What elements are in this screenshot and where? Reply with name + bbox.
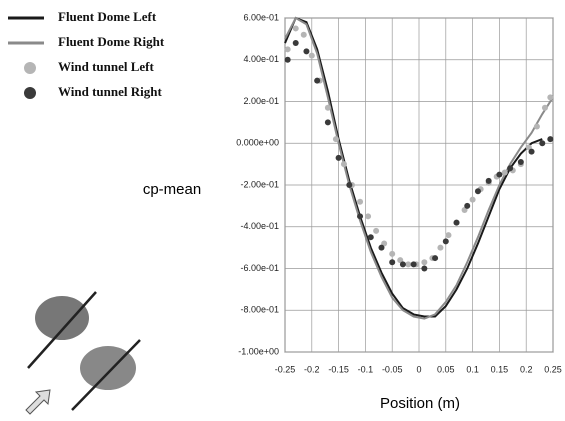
x-tick-label: 0.05	[437, 364, 455, 374]
point	[346, 182, 353, 188]
point	[547, 136, 554, 143]
legend-dot	[24, 62, 36, 74]
point	[453, 219, 460, 226]
x-tick-label: -0.05	[382, 364, 403, 374]
point	[303, 48, 310, 55]
point	[501, 169, 508, 176]
point	[292, 40, 299, 47]
x-tick-label: -0.2	[304, 364, 320, 374]
point	[485, 177, 492, 184]
legend-label: Fluent Dome Left	[58, 9, 157, 24]
y-tick-label: -6.00e-01	[240, 263, 279, 273]
x-tick-label: -0.1	[358, 364, 374, 374]
point	[405, 261, 412, 268]
point	[437, 244, 444, 251]
point	[533, 123, 540, 130]
point	[357, 213, 364, 220]
point	[496, 171, 503, 178]
x-tick-label: -0.15	[328, 364, 349, 374]
point	[517, 159, 524, 166]
x-axis-label: Position (m)	[380, 395, 460, 412]
y-tick-label: -2.00e-01	[240, 179, 279, 189]
x-tick-label: -0.25	[275, 364, 296, 374]
point	[389, 259, 396, 266]
point	[357, 198, 364, 205]
point	[367, 234, 374, 241]
point	[432, 255, 439, 262]
point	[464, 202, 471, 209]
x-tick-label: 0.2	[520, 364, 533, 374]
point	[547, 94, 554, 101]
point	[507, 165, 514, 172]
y-tick-label: 2.00e-01	[243, 96, 279, 106]
point	[308, 52, 315, 59]
point	[474, 188, 481, 195]
point	[300, 31, 307, 38]
legend-label: Fluent Dome Right	[58, 34, 165, 49]
point	[469, 196, 476, 203]
point	[378, 244, 385, 251]
point	[442, 238, 449, 245]
line	[284, 16, 543, 318]
point	[410, 261, 417, 268]
point	[335, 154, 342, 161]
point	[324, 119, 331, 126]
y-tick-label: 4.00e-01	[243, 54, 279, 64]
point	[421, 265, 428, 272]
point	[389, 250, 396, 257]
y-tick-label: 6.00e-01	[243, 12, 279, 22]
y-axis-label: cp-mean	[143, 181, 201, 198]
point	[332, 136, 339, 143]
point	[399, 261, 406, 268]
legend-label: Wind tunnel Right	[58, 84, 162, 99]
point	[541, 104, 548, 111]
legend-label: Wind tunnel Left	[58, 59, 155, 74]
y-tick-label: 0.000e+00	[236, 138, 279, 148]
x-tick-label: 0	[416, 364, 421, 374]
point	[284, 46, 291, 53]
y-tick-label: -4.00e-01	[240, 221, 279, 231]
x-tick-label: 0.15	[491, 364, 509, 374]
point	[284, 56, 291, 63]
point	[421, 259, 428, 266]
point	[445, 232, 452, 239]
point	[292, 25, 299, 32]
point	[539, 140, 546, 147]
point	[373, 227, 380, 234]
legend-dot	[24, 87, 36, 99]
point	[340, 161, 347, 168]
dome-icon	[25, 291, 141, 415]
point	[314, 77, 321, 84]
x-tick-label: 0.25	[544, 364, 562, 374]
point	[528, 148, 535, 155]
point	[365, 213, 372, 220]
y-tick-label: -8.00e-01	[240, 305, 279, 315]
x-tick-label: 0.1	[466, 364, 479, 374]
y-tick-label: -1.00e+00	[238, 346, 279, 356]
point	[324, 104, 331, 111]
